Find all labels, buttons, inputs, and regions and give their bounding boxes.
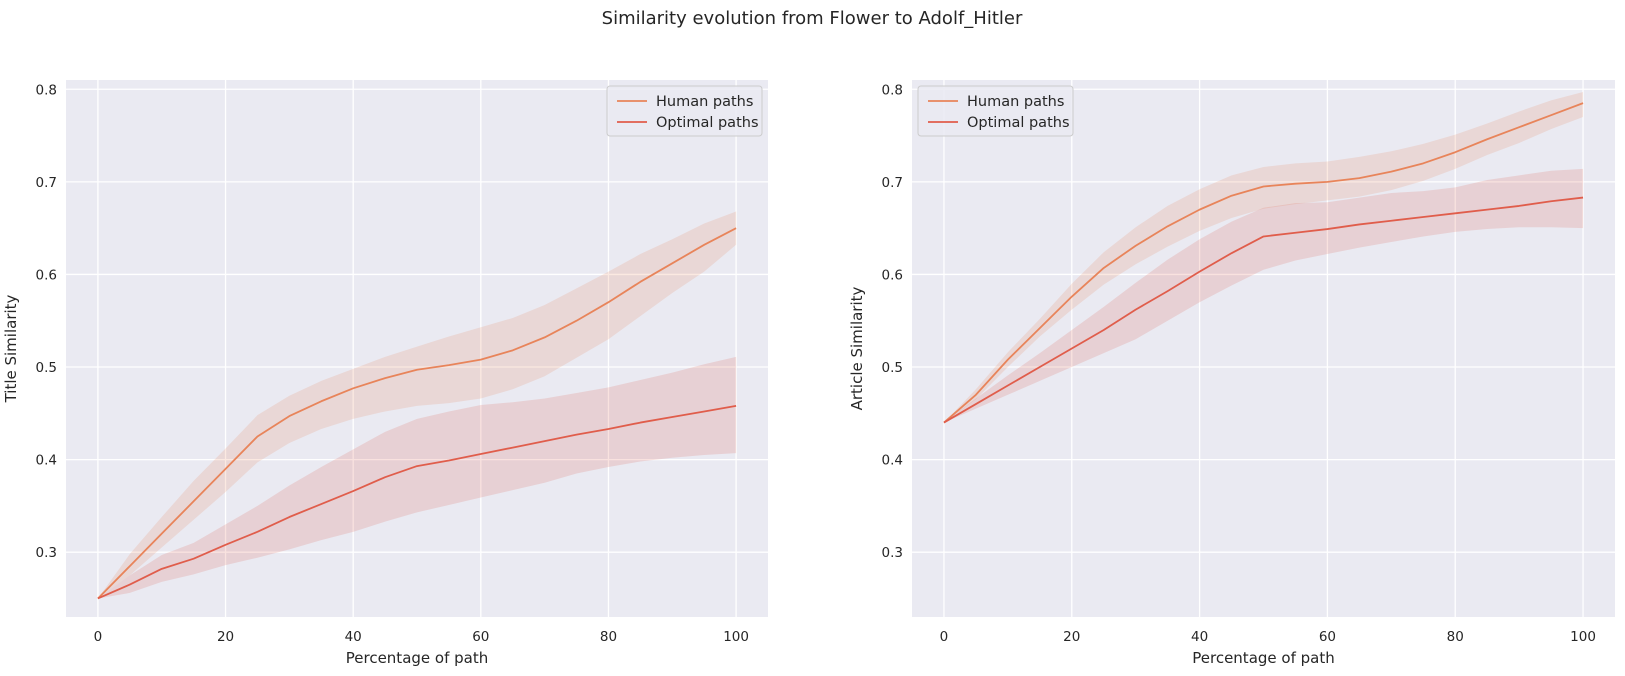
y-tick-label: 0.7 bbox=[882, 175, 903, 191]
plot-area bbox=[912, 80, 1615, 617]
y-tick-label: 0.6 bbox=[36, 267, 57, 283]
y-tick-label: 0.6 bbox=[882, 267, 903, 283]
human-paths-line bbox=[97, 227, 737, 600]
y-tick-label: 0.8 bbox=[36, 82, 57, 98]
optimal-paths-line bbox=[97, 405, 737, 600]
human-paths-line bbox=[943, 102, 1584, 424]
y-tick-label: 0.4 bbox=[36, 453, 57, 469]
y-tick-label: 0.7 bbox=[36, 175, 57, 191]
figure-title: Similarity evolution from Flower to Adol… bbox=[602, 8, 1023, 29]
title-similarity-chart: 0 20 40 60 80 100 0.3 0.4 0.5 0.6 0.7 0.8 Percentage… bbox=[2, 80, 768, 667]
x-tick-label: 80 bbox=[1447, 629, 1464, 645]
optimal-paths-line bbox=[943, 196, 1584, 424]
legend: Human paths Optimal paths bbox=[606, 85, 763, 137]
legend: Human paths Optimal paths bbox=[917, 85, 1074, 137]
x-tick-label: 60 bbox=[472, 629, 489, 645]
x-tick-label: 40 bbox=[1191, 629, 1208, 645]
x-tick-label: 0 bbox=[940, 629, 949, 645]
legend-box bbox=[606, 85, 763, 137]
x-tick-label: 100 bbox=[723, 629, 749, 645]
x-tick-label: 100 bbox=[1570, 629, 1596, 645]
y-tick-label: 0.5 bbox=[882, 360, 903, 376]
human-paths-confidence-band bbox=[943, 92, 1584, 423]
y-tick-label: 0.4 bbox=[882, 453, 903, 469]
article-similarity-chart: 0 20 40 60 80 100 0.3 0.4 0.5 0.6 0.7 0.8 Percentage… bbox=[848, 80, 1615, 667]
plot-area bbox=[66, 80, 768, 617]
legend-label-human-paths: Human paths bbox=[967, 94, 1064, 110]
x-axis-label: Percentage of path bbox=[1192, 649, 1334, 667]
y-axis-label: Title Similarity bbox=[2, 294, 20, 403]
optimal-paths-confidence-band bbox=[943, 168, 1584, 423]
x-tick-label: 40 bbox=[345, 629, 362, 645]
x-axis-label: Percentage of path bbox=[346, 649, 488, 667]
y-tick-label: 0.3 bbox=[882, 545, 903, 561]
legend-label-optimal-paths: Optimal paths bbox=[967, 115, 1070, 131]
legend-label-human-paths: Human paths bbox=[656, 94, 753, 110]
optimal-paths-confidence-band bbox=[97, 356, 737, 599]
y-tick-label: 0.8 bbox=[882, 82, 903, 98]
x-tick-label: 20 bbox=[1063, 629, 1080, 645]
x-tick-label: 20 bbox=[217, 629, 234, 645]
legend-box bbox=[917, 85, 1074, 137]
y-axis-label: Article Similarity bbox=[848, 286, 866, 410]
x-tick-label: 0 bbox=[94, 629, 103, 645]
x-tick-label: 80 bbox=[600, 629, 617, 645]
x-tick-label: 60 bbox=[1319, 629, 1336, 645]
y-tick-label: 0.5 bbox=[36, 360, 57, 376]
human-paths-confidence-band bbox=[97, 211, 737, 599]
legend-label-optimal-paths: Optimal paths bbox=[656, 115, 759, 131]
y-tick-label: 0.3 bbox=[36, 545, 57, 561]
